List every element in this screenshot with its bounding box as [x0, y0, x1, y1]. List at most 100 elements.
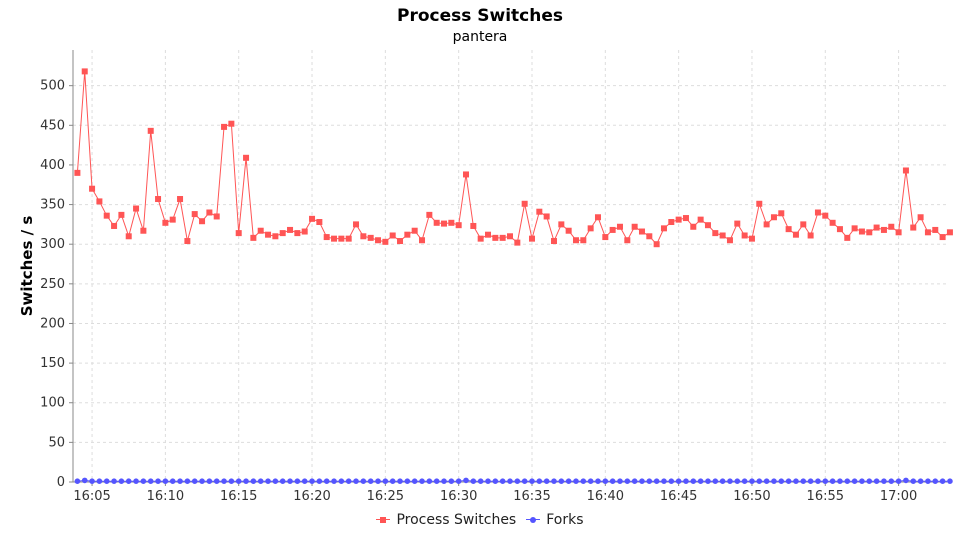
data-point-process-switches: [155, 196, 162, 203]
data-point-forks: [191, 478, 198, 485]
data-point-process-switches: [748, 235, 755, 242]
data-point-forks: [140, 478, 147, 485]
data-point-process-switches: [250, 234, 257, 241]
data-point-forks: [507, 478, 513, 485]
data-point-process-switches: [888, 223, 895, 230]
data-point-forks: [499, 478, 506, 485]
x-tick-label: 17:00: [880, 489, 917, 504]
y-tick-label: 400: [40, 158, 65, 173]
data-point-forks: [235, 478, 242, 485]
data-point-forks: [221, 478, 227, 485]
data-point-forks: [646, 478, 653, 485]
data-point-process-switches: [844, 234, 851, 241]
data-point-process-switches: [778, 210, 785, 217]
data-point-forks: [397, 478, 403, 485]
data-point-forks: [382, 478, 389, 485]
data-point-forks: [844, 478, 851, 485]
data-point-forks: [595, 478, 601, 485]
data-point-process-switches: [272, 233, 279, 240]
data-point-process-switches: [528, 235, 535, 242]
data-point-process-switches: [895, 229, 902, 236]
data-point-process-switches: [602, 234, 609, 241]
data-point-forks: [184, 478, 191, 485]
data-point-forks: [96, 478, 103, 485]
data-point-forks: [411, 478, 418, 485]
data-point-process-switches: [880, 226, 887, 233]
data-point-process-switches: [397, 238, 404, 245]
data-point-forks: [741, 478, 748, 485]
y-tick-label: 50: [48, 435, 65, 450]
data-point-process-switches: [470, 222, 477, 229]
data-point-process-switches: [902, 167, 909, 174]
data-point-forks: [111, 478, 117, 485]
x-tick-label: 16:10: [147, 489, 184, 504]
data-point-process-switches: [792, 231, 799, 238]
data-point-forks: [800, 478, 807, 485]
data-point-process-switches: [96, 198, 103, 205]
data-point-forks: [624, 478, 631, 485]
data-point-process-switches: [829, 219, 836, 226]
x-tick-label: 16:50: [733, 489, 770, 504]
data-point-process-switches: [265, 231, 272, 238]
y-tick-label: 0: [57, 475, 65, 490]
data-point-forks: [668, 478, 675, 485]
data-point-process-switches: [550, 238, 557, 245]
data-point-forks: [939, 478, 946, 485]
data-point-forks: [866, 478, 873, 485]
data-point-process-switches: [74, 169, 81, 176]
data-point-process-switches: [616, 223, 623, 230]
data-point-forks: [690, 478, 697, 485]
data-point-process-switches: [910, 224, 917, 231]
data-point-forks: [785, 478, 792, 485]
series-line-process-switches: [76, 71, 951, 246]
data-point-forks: [345, 478, 352, 485]
data-point-forks: [375, 478, 381, 485]
x-tick-label: 16:05: [73, 489, 110, 504]
data-point-forks: [851, 478, 858, 485]
data-point-forks: [433, 478, 440, 485]
x-tick-label: 16:30: [440, 489, 477, 504]
data-point-process-switches: [866, 229, 873, 236]
data-point-process-switches: [140, 227, 147, 234]
chart-title: Process Switches: [396, 6, 563, 26]
data-point-process-switches: [81, 68, 88, 75]
data-point-forks: [426, 478, 433, 485]
data-point-forks: [837, 478, 843, 485]
x-tick-label: 16:40: [587, 489, 624, 504]
data-point-forks: [573, 478, 579, 485]
data-point-process-switches: [294, 230, 301, 237]
data-point-forks: [925, 478, 931, 485]
data-point-forks: [565, 478, 572, 485]
data-point-process-switches: [382, 238, 389, 245]
legend-item-forks: Forks: [526, 512, 584, 528]
data-point-process-switches: [367, 234, 374, 241]
y-tick-label: 300: [40, 237, 65, 252]
legend-label-forks: Forks: [546, 512, 584, 528]
data-point-process-switches: [345, 235, 352, 242]
data-point-forks: [580, 478, 587, 485]
data-point-process-switches: [323, 234, 330, 241]
data-point-forks: [463, 477, 469, 484]
data-point-forks: [910, 478, 917, 485]
data-point-process-switches: [433, 219, 440, 226]
data-point-forks: [609, 478, 616, 485]
data-point-process-switches: [338, 235, 345, 242]
data-point-forks: [477, 478, 484, 485]
data-point-process-switches: [507, 233, 513, 240]
data-point-forks: [712, 478, 719, 485]
x-tick-label: 16:20: [293, 489, 330, 504]
data-point-process-switches: [375, 237, 382, 244]
chart-subtitle: pantera: [452, 29, 508, 45]
data-point-process-switches: [719, 232, 726, 239]
data-point-forks: [536, 478, 543, 485]
data-point-process-switches: [499, 234, 506, 241]
data-point-forks: [118, 478, 125, 485]
data-point-forks: [294, 478, 301, 485]
data-point-process-switches: [521, 200, 528, 207]
data-point-forks: [675, 478, 682, 485]
data-point-forks: [470, 478, 477, 485]
data-point-forks: [228, 478, 235, 485]
data-point-process-switches: [353, 221, 360, 228]
data-point-process-switches: [682, 215, 689, 222]
data-point-forks: [602, 478, 609, 485]
